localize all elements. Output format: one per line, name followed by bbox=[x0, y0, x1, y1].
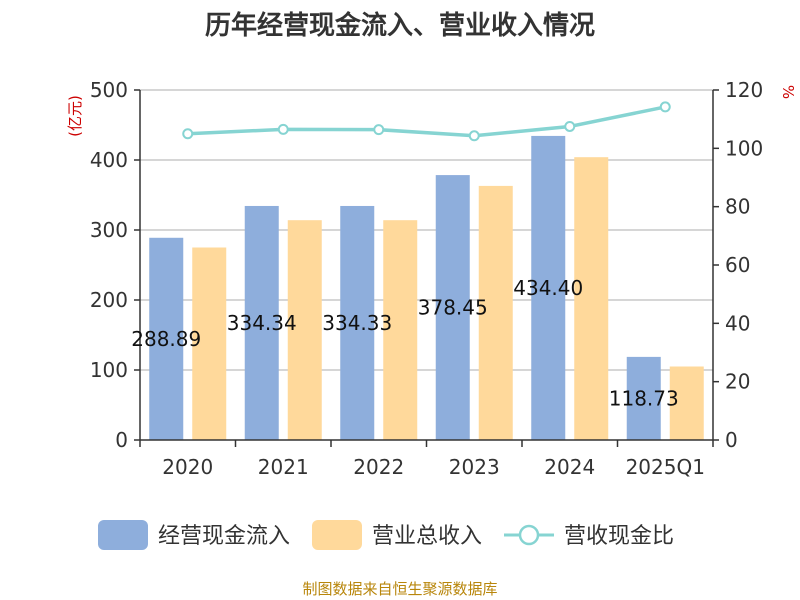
right-tick-label: 120 bbox=[725, 78, 763, 102]
left-tick-label: 400 bbox=[90, 148, 128, 172]
right-tick-label: 20 bbox=[725, 370, 750, 394]
cash-inflow-bar bbox=[531, 135, 566, 441]
bars bbox=[149, 135, 704, 441]
grid bbox=[140, 89, 713, 371]
left-tick-label: 300 bbox=[90, 218, 128, 242]
ratio-line bbox=[182, 101, 671, 142]
left-tick-label: 0 bbox=[115, 428, 128, 452]
ratio-point bbox=[373, 124, 385, 136]
x-tick-label: 2024 bbox=[544, 455, 595, 479]
legend-label: 经营现金流入 bbox=[158, 524, 290, 549]
x-tick-label: 2021 bbox=[258, 455, 309, 479]
legend-label: 营收现金比 bbox=[564, 524, 674, 549]
x-tick-label: 2022 bbox=[353, 455, 404, 479]
cash-inflow-bar bbox=[244, 205, 279, 440]
cash-inflow-label: 118.73 bbox=[609, 386, 679, 410]
revenue-bar bbox=[669, 366, 704, 440]
cash-inflow-label: 334.33 bbox=[322, 311, 392, 335]
left-tick-label: 500 bbox=[90, 78, 128, 102]
x-tick-label: 2023 bbox=[449, 455, 500, 479]
revenue-bar bbox=[383, 220, 418, 440]
right-tick-label: 60 bbox=[725, 253, 750, 277]
chart-title: 历年经营现金流入、营业收入情况 bbox=[205, 10, 595, 41]
right-tick-label: 0 bbox=[725, 428, 738, 452]
left-tick-label: 100 bbox=[90, 358, 128, 382]
x-tick-label: 2020 bbox=[162, 455, 213, 479]
cash-inflow-bar bbox=[340, 205, 375, 440]
left-axis-unit: (亿元) bbox=[66, 95, 84, 137]
cash-inflow-label: 434.40 bbox=[513, 276, 583, 300]
left-tick-label: 200 bbox=[90, 288, 128, 312]
cash-inflow-bar bbox=[626, 356, 661, 440]
ratio-line-path bbox=[187, 105, 666, 138]
legend-swatch bbox=[98, 520, 148, 550]
right-tick-label: 100 bbox=[725, 136, 763, 160]
x-tick-label: 2025Q1 bbox=[626, 455, 705, 479]
cash-inflow-label: 378.45 bbox=[418, 296, 488, 320]
legend-label: 营业总收入 bbox=[372, 524, 482, 549]
cash-inflow-bar bbox=[149, 237, 184, 440]
revenue-bar bbox=[478, 185, 513, 440]
legend: 经营现金流入 营业总收入 营收现金比 bbox=[98, 520, 674, 550]
revenue-bar bbox=[192, 247, 227, 440]
ratio-point bbox=[564, 120, 576, 132]
cash-inflow-bar bbox=[435, 175, 470, 440]
right-tick-label: 80 bbox=[725, 195, 750, 219]
revenue-bar bbox=[574, 157, 609, 440]
ratio-point bbox=[659, 101, 671, 113]
ratio-point bbox=[277, 123, 289, 135]
right-axis-unit: % bbox=[779, 85, 797, 99]
ratio-point bbox=[182, 128, 194, 140]
ratio-point bbox=[468, 130, 480, 142]
data-labels: 288.89 334.34 334.33 378.45 434.40 118.73 bbox=[131, 276, 678, 410]
axes: 0 100 200 300 400 500 0 20 40 60 80 100 120 2020 2021 2… bbox=[90, 78, 763, 479]
legend-marker bbox=[518, 524, 540, 546]
source-note: 制图数据来自恒生聚源数据库 bbox=[302, 580, 497, 598]
revenue-bar bbox=[287, 220, 322, 440]
legend-swatch bbox=[312, 520, 362, 550]
cash-inflow-label: 288.89 bbox=[131, 327, 201, 351]
cash-inflow-label: 334.34 bbox=[227, 311, 297, 335]
right-tick-label: 40 bbox=[725, 311, 750, 335]
